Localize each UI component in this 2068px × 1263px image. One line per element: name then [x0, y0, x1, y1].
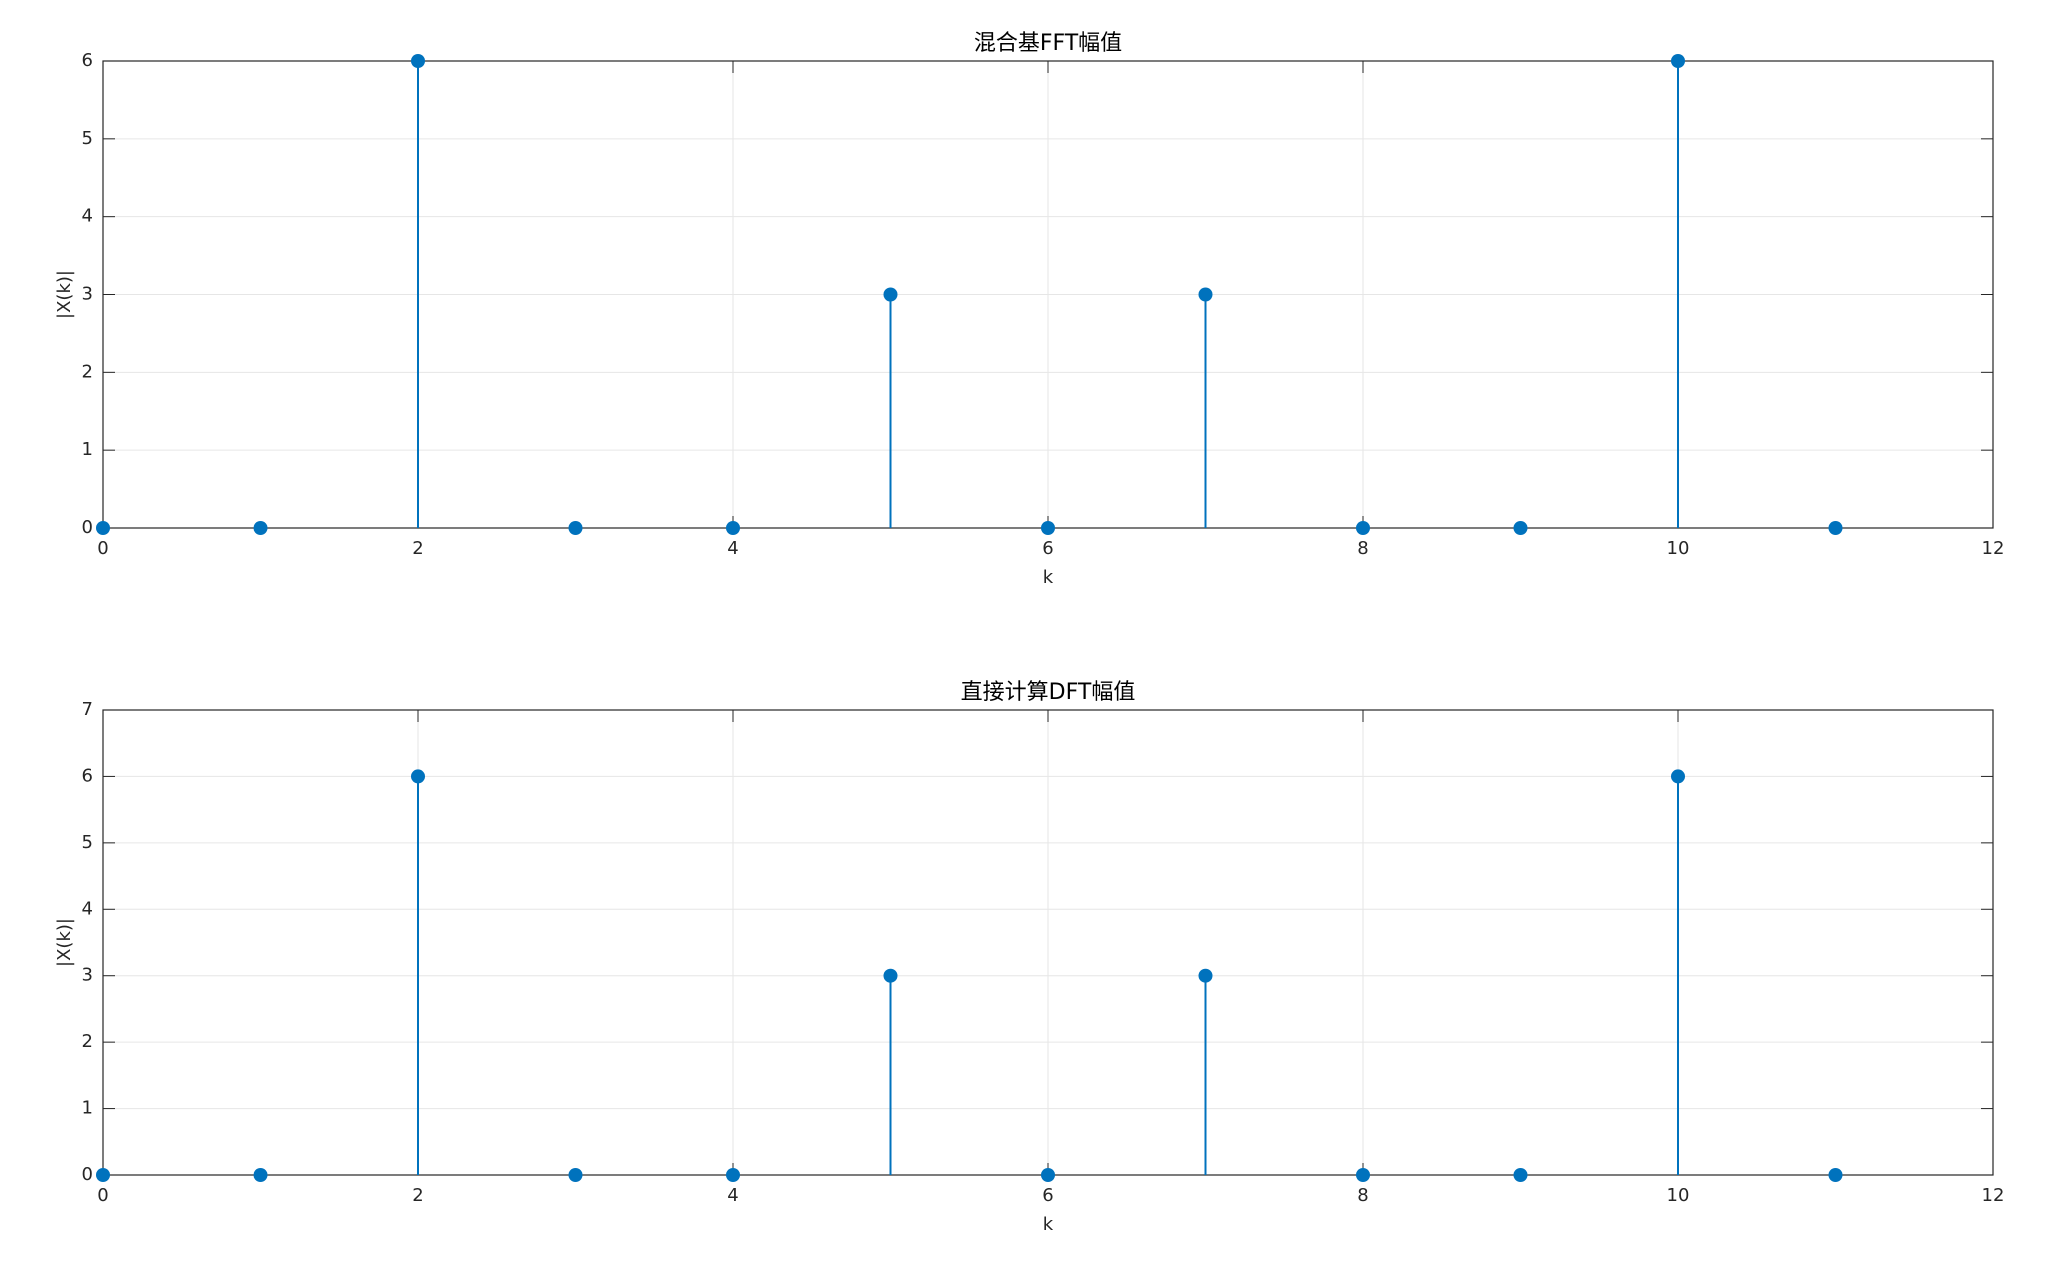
stem-marker — [1671, 54, 1685, 68]
stem-marker — [253, 1168, 268, 1182]
stem-marker — [883, 968, 898, 983]
chart-title: 直接计算DFT幅值 — [961, 680, 1136, 705]
y-tick-label: 5 — [82, 128, 93, 149]
x-tick-label: 0 — [97, 1185, 108, 1206]
x-tick-label: 12 — [1982, 1185, 2005, 1206]
stem-marker — [1041, 1168, 1055, 1182]
y-tick-label: 6 — [82, 50, 93, 71]
y-tick-label: 0 — [82, 1164, 93, 1185]
y-tick-label: 0 — [82, 517, 93, 538]
x-tick-label: 8 — [1357, 538, 1368, 559]
x-tick-label: 6 — [1042, 538, 1053, 559]
y-tick-label: 4 — [82, 898, 93, 919]
stem-marker — [726, 1168, 740, 1182]
x-axis-label: k — [1043, 1214, 1054, 1235]
y-tick-label: 7 — [82, 699, 93, 720]
stem-marker — [1041, 521, 1055, 535]
y-tick-label: 3 — [82, 965, 93, 986]
stem-marker — [253, 521, 268, 535]
stem-marker — [883, 287, 898, 302]
x-tick-label: 2 — [412, 1185, 423, 1206]
x-tick-label: 10 — [1667, 1185, 1690, 1206]
stem-marker — [1828, 1168, 1843, 1182]
x-tick-label: 6 — [1042, 1185, 1053, 1206]
x-tick-label: 2 — [412, 538, 423, 559]
y-tick-label: 3 — [82, 284, 93, 305]
x-tick-label: 0 — [97, 538, 108, 559]
x-tick-label: 12 — [1982, 538, 2005, 559]
stem-marker — [1356, 521, 1370, 535]
y-tick-label: 5 — [82, 832, 93, 853]
y-tick-label: 2 — [82, 1031, 93, 1052]
x-tick-label: 4 — [727, 1185, 738, 1206]
stem-marker — [568, 521, 583, 535]
stem-marker — [411, 769, 425, 784]
stem-marker — [1513, 1168, 1528, 1182]
x-tick-label: 8 — [1357, 1185, 1368, 1206]
stem-marker — [1828, 521, 1843, 535]
stem-marker — [568, 1168, 583, 1182]
chart-title: 混合基FFT幅值 — [974, 31, 1122, 56]
stem-marker — [1513, 521, 1528, 535]
y-tick-label: 1 — [82, 439, 93, 460]
stem-marker — [96, 521, 110, 535]
x-axis-label: k — [1043, 567, 1054, 588]
y-tick-label: 1 — [82, 1098, 93, 1119]
y-tick-label: 4 — [82, 206, 93, 227]
stem-marker — [411, 54, 425, 68]
x-tick-label: 10 — [1667, 538, 1690, 559]
stem-marker — [1356, 1168, 1370, 1182]
stem-marker — [96, 1168, 110, 1182]
stem-marker — [1671, 769, 1685, 784]
x-tick-label: 4 — [727, 538, 738, 559]
y-tick-label: 2 — [82, 361, 93, 382]
y-tick-label: 6 — [82, 765, 93, 786]
stem-marker — [1198, 968, 1213, 983]
y-axis-label: |X(k)| — [54, 918, 75, 967]
y-axis-label: |X(k)| — [54, 270, 75, 319]
stem-marker — [1198, 287, 1213, 302]
stem-marker — [726, 521, 740, 535]
